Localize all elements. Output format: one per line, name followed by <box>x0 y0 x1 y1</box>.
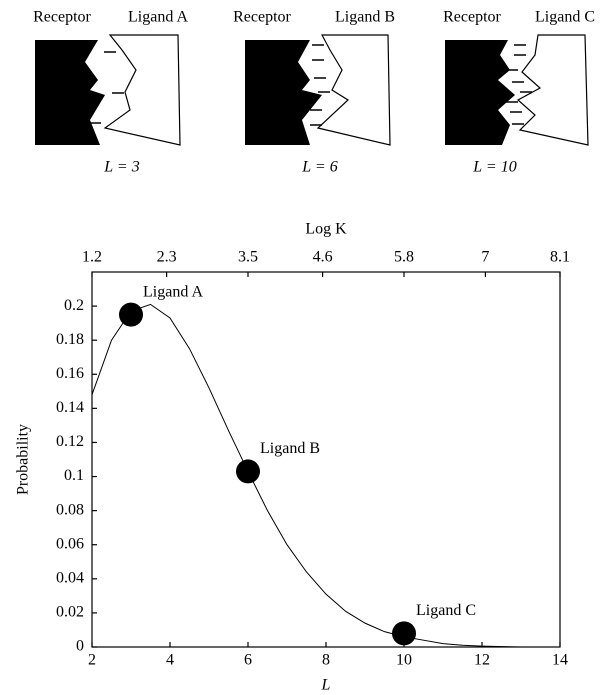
y-tick-label: 0.02 <box>56 604 84 621</box>
receptor-shape <box>35 40 105 145</box>
y-tick-label: 0.2 <box>64 297 84 314</box>
ligand-shape <box>516 34 589 146</box>
x2-tick-label: 8.1 <box>550 249 570 266</box>
receptor-label: Receptor <box>233 9 291 26</box>
length-label: L = 3 <box>103 159 139 176</box>
x-tick-label: 8 <box>322 652 330 669</box>
y-tick-label: 0.14 <box>56 399 84 416</box>
y-tick-label: 0.12 <box>56 433 84 450</box>
receptor-shape <box>445 40 515 145</box>
ligand-shape <box>103 34 181 146</box>
x2-tick-label: 7 <box>481 249 489 266</box>
panel: Receptor Ligand A L = 3 <box>33 9 188 176</box>
x2-axis-title: Log K <box>305 221 347 238</box>
ligand-point <box>392 621 416 646</box>
x-tick-label: 6 <box>244 652 252 669</box>
y-tick-label: 0.08 <box>56 501 84 518</box>
ligand-label: Ligand B <box>335 9 395 26</box>
panel: Receptor Ligand C L = 10 <box>443 9 595 176</box>
x2-tick-label: 4.6 <box>313 249 333 266</box>
x-tick-label: 14 <box>552 652 568 669</box>
ligand-point <box>119 302 143 327</box>
x-tick-label: 10 <box>396 652 412 669</box>
y-tick-label: 0.16 <box>56 365 84 382</box>
y-tick-label: 0.1 <box>64 467 84 484</box>
y-tick-label: 0.06 <box>56 535 84 552</box>
length-label: L = 10 <box>472 159 516 176</box>
y-tick-label: 0 <box>76 638 84 655</box>
x2-tick-label: 2.3 <box>157 249 177 266</box>
x-tick-label: 2 <box>88 652 96 669</box>
point-label: Ligand C <box>416 602 476 619</box>
ligand-label: Ligand C <box>535 9 595 26</box>
receptor-label: Receptor <box>443 9 501 26</box>
x2-tick-label: 3.5 <box>238 249 258 266</box>
ligand-point <box>236 459 260 484</box>
x2-tick-label: 5.8 <box>394 249 414 266</box>
bond-marks <box>506 44 532 125</box>
x2-tick-label: 1.2 <box>82 249 102 266</box>
receptor-label: Receptor <box>33 9 91 26</box>
point-label: Ligand A <box>143 283 203 300</box>
curve <box>91 303 522 648</box>
y-axis-title: Probability <box>15 424 32 495</box>
bond-marks <box>310 44 330 126</box>
y-tick-label: 0.18 <box>56 331 84 348</box>
ligand-label: Ligand A <box>128 9 188 26</box>
receptor-shape <box>245 40 322 145</box>
length-label: L = 6 <box>301 159 337 176</box>
plot-frame <box>91 271 561 648</box>
y-tick-label: 0.04 <box>56 569 84 586</box>
ligand-shape <box>316 34 391 146</box>
x-axis-title: L <box>321 677 331 694</box>
bond-marks <box>89 51 124 124</box>
x-tick-label: 4 <box>166 652 174 669</box>
chart: 0 0.02 0.04 0.06 0.08 0.1 0.12 0.14 0.16 0.18 0.2 2… <box>15 221 570 694</box>
panel: Receptor Ligand B L = 6 <box>233 9 395 176</box>
x-tick-label: 12 <box>474 652 490 669</box>
point-label: Ligand B <box>260 440 320 457</box>
